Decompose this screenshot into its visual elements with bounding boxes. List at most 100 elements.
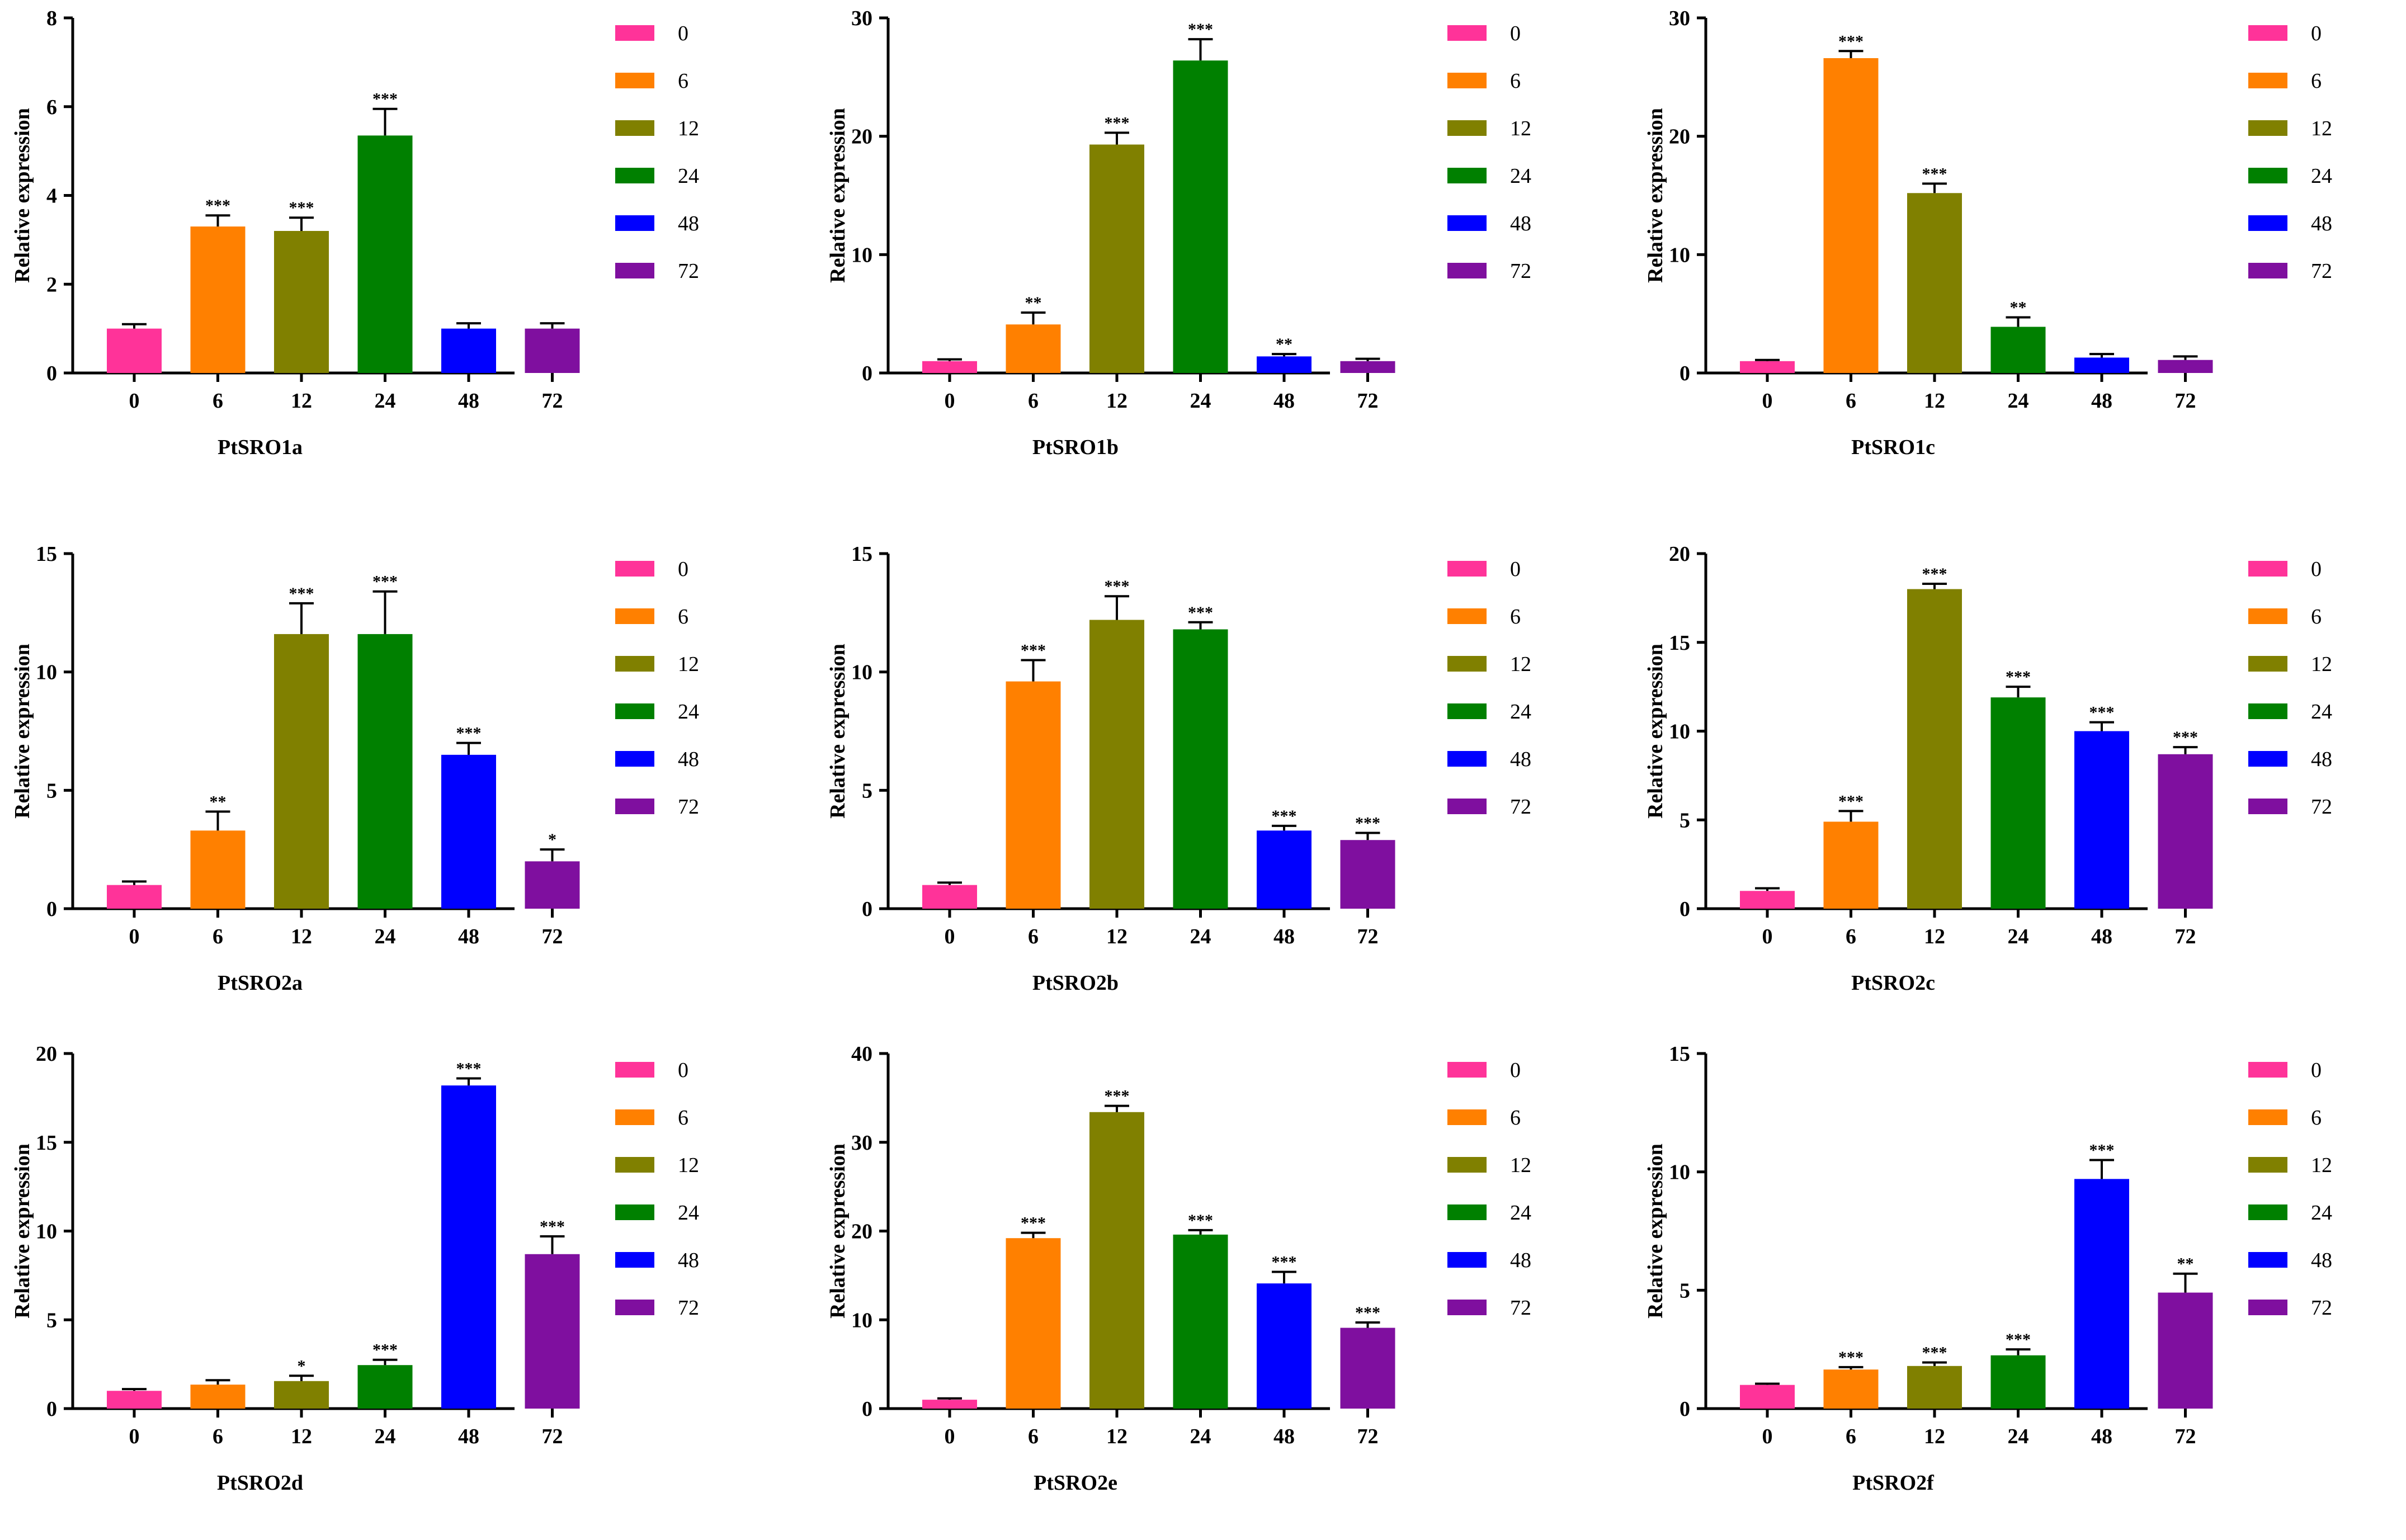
bar-72 (1340, 840, 1395, 909)
bar-12 (1089, 620, 1144, 909)
x-axis-title: PtSRO2c (1851, 971, 1935, 995)
x-tick-label: 6 (1846, 925, 1856, 948)
legend-swatch-12 (2248, 656, 2287, 672)
bar-0 (107, 1391, 162, 1409)
x-tick-label: 24 (1190, 925, 1211, 948)
y-tick-label: 15 (1669, 631, 1690, 655)
bar-24 (1990, 1355, 2046, 1409)
bar-48 (2074, 731, 2129, 909)
bar-0 (1740, 361, 1795, 373)
legend-swatch-0 (2248, 1062, 2287, 1078)
y-tick-label: 20 (851, 125, 872, 149)
x-tick-label: 48 (2091, 389, 2112, 413)
y-tick-label: 0 (1680, 897, 1690, 921)
bar-6 (190, 830, 246, 909)
bar-48 (1257, 830, 1311, 909)
y-tick-label: 0 (862, 362, 872, 385)
legend-label-12: 12 (678, 117, 699, 140)
legend-label-72: 72 (678, 795, 699, 819)
x-tick-label: 12 (291, 925, 312, 948)
chart-panel-ptsro2d: 0 5 10 15 20 Relative expression 0 6 * 12 *** 24 ***… (0, 1037, 772, 1540)
y-tick-label: 5 (46, 1308, 57, 1332)
legend-swatch-12 (2248, 120, 2287, 136)
y-axis-title: Relative expression (11, 644, 34, 819)
bar-chart-ptsro2e: 0 10 20 30 40 Relative expression 0 *** 6 *** 12 **… (826, 1042, 1531, 1495)
bar-12 (1907, 193, 1962, 373)
x-tick-label: 12 (1106, 925, 1127, 948)
x-tick-label: 6 (213, 389, 223, 413)
legend-swatch-24 (2248, 1204, 2287, 1220)
bar-0 (922, 361, 977, 373)
legend-label-0: 0 (2311, 22, 2322, 45)
legend-swatch-48 (1447, 751, 1487, 767)
bar-72 (1340, 1328, 1395, 1409)
legend-swatch-12 (615, 1157, 654, 1173)
legend-label-48: 48 (678, 748, 699, 771)
y-tick-label: 0 (1680, 362, 1690, 385)
significance-label: *** (372, 1341, 398, 1359)
x-tick-label: 48 (458, 1425, 479, 1448)
y-tick-label: 20 (1669, 125, 1690, 149)
bar-0 (922, 885, 977, 909)
significance-label: *** (1272, 1253, 1297, 1272)
y-axis-title: Relative expression (1644, 108, 1667, 283)
x-tick-label: 48 (2091, 925, 2112, 948)
legend-label-6: 6 (678, 69, 688, 93)
x-axis-title: PtSRO2d (217, 1471, 303, 1495)
y-tick-label: 5 (1680, 809, 1690, 832)
chart-panel-ptsro2c: 0 5 10 15 20 Relative expression 0 *** 6 *** 12 ***… (1633, 536, 2405, 1039)
legend-label-6: 6 (2311, 1106, 2322, 1130)
legend-swatch-72 (1447, 1300, 1487, 1315)
bar-6 (190, 1385, 246, 1409)
legend-label-24: 24 (678, 164, 699, 188)
y-tick-label: 10 (36, 1220, 57, 1244)
legend-label-24: 24 (678, 700, 699, 724)
bar-0 (922, 1400, 977, 1409)
legend-label-72: 72 (2311, 1296, 2332, 1320)
y-tick-label: 2 (46, 273, 57, 296)
x-tick-label: 24 (375, 925, 396, 948)
x-axis-title: PtSRO1a (218, 436, 303, 459)
bar-24 (357, 1365, 413, 1409)
significance-label: ** (210, 792, 227, 811)
legend-label-24: 24 (1510, 700, 1531, 724)
significance-label: *** (1838, 792, 1864, 810)
x-tick-label: 6 (1846, 1425, 1856, 1448)
significance-label: *** (1355, 814, 1380, 833)
bar-24 (357, 634, 413, 909)
x-tick-label: 12 (1106, 1425, 1127, 1448)
legend-label-6: 6 (1510, 605, 1521, 629)
legend-label-0: 0 (678, 1059, 688, 1082)
significance-label: *** (1105, 1087, 1130, 1106)
legend-swatch-72 (615, 263, 654, 278)
bar-24 (357, 135, 413, 373)
x-tick-label: 6 (213, 925, 223, 948)
legend-swatch-6 (1447, 73, 1487, 88)
legend-label-0: 0 (1510, 1059, 1521, 1082)
legend-label-12: 12 (1510, 1154, 1531, 1177)
legend-swatch-12 (1447, 120, 1487, 136)
legend-swatch-6 (1447, 608, 1487, 624)
significance-label: *** (372, 90, 398, 108)
legend-swatch-6 (2248, 1109, 2287, 1125)
bar-48 (1257, 356, 1311, 373)
legend-swatch-72 (615, 1300, 654, 1315)
y-tick-label: 0 (862, 1397, 872, 1421)
x-tick-label: 12 (291, 389, 312, 413)
bar-48 (2074, 1179, 2129, 1409)
legend-label-24: 24 (2311, 1201, 2332, 1225)
x-axis-title: PtSRO2a (218, 971, 303, 995)
legend-label-72: 72 (1510, 259, 1531, 283)
chart-panel-ptsro2b: 0 5 10 15 Relative expression 0 *** 6 *** 12 *** 24… (815, 536, 1587, 1039)
x-axis-title: PtSRO2b (1032, 971, 1119, 995)
legend-label-72: 72 (2311, 259, 2332, 283)
significance-label: *** (1188, 1211, 1213, 1230)
bar-72 (2158, 360, 2213, 373)
x-tick-label: 12 (1106, 389, 1127, 413)
legend-swatch-72 (2248, 1300, 2287, 1315)
legend-swatch-24 (2248, 168, 2287, 183)
legend-label-48: 48 (2311, 1249, 2332, 1272)
bar-48 (441, 328, 496, 373)
bar-6 (1823, 58, 1879, 373)
